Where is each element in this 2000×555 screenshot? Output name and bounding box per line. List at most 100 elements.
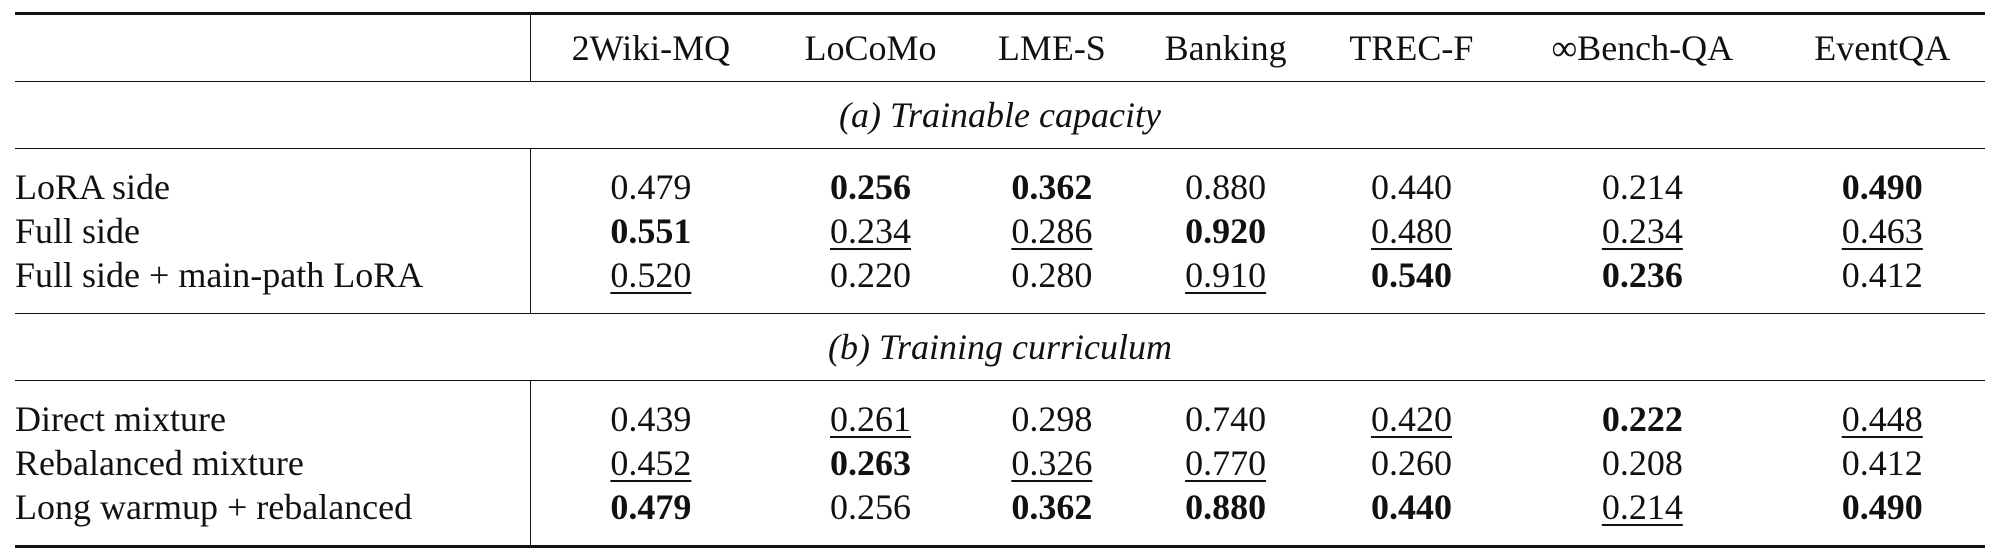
spacer-cell [531,381,1986,398]
value-cell: 0.261 [771,397,970,441]
spacer-cell [531,297,1986,314]
spacer-label-cell [15,148,531,165]
col-header-trec-f: TREC-F [1349,28,1474,68]
value-cell: 0.880 [1133,485,1317,529]
cell-value: 0.362 [1011,487,1093,527]
value-cell: 0.440 [1318,485,1505,529]
cell-value: 0.263 [830,443,912,483]
section-title: (a) Trainable capacity [839,95,1161,135]
value-cell: 0.540 [1318,253,1505,297]
spacer-label-cell [15,529,531,547]
cell-value: 0.479 [610,487,692,527]
value-cell: 0.910 [1133,253,1317,297]
value-cell: 0.208 [1505,441,1779,485]
value-cell: 0.234 [771,209,970,253]
value-cell: 0.479 [531,485,771,529]
table-header-row: 2Wiki-MQ LoCoMo LME-S Banking TREC-F ∞Be… [15,13,1985,82]
cell-value: 0.452 [610,443,692,483]
cell-value: 0.286 [1011,211,1093,251]
cell-value: 0.214 [1601,487,1683,527]
value-cell: 0.490 [1780,485,1985,529]
cell-value: 0.439 [610,399,692,439]
value-cell: 0.263 [771,441,970,485]
ablation-results-table: 2Wiki-MQ LoCoMo LME-S Banking TREC-F ∞Be… [15,12,1985,548]
cell-value: 0.880 [1185,487,1267,527]
cell-value: 0.479 [610,167,692,207]
section-spacer [15,148,1985,165]
value-cell: 0.420 [1318,397,1505,441]
cell-value: 0.490 [1841,487,1923,527]
spacer-label-cell [15,297,531,314]
col-header-lme-s: LME-S [997,28,1106,68]
col-header-banking: Banking [1164,28,1287,68]
cell-value: 0.420 [1370,399,1452,439]
spacer-label-cell [15,380,531,397]
value-cell: 0.214 [1505,165,1779,209]
col-header-locomo: LoCoMo [804,28,937,68]
value-cell: 0.286 [970,209,1133,253]
value-cell: 0.234 [1505,209,1779,253]
col-header-eventqa: EventQA [1814,28,1951,68]
table-row: Rebalanced mixture 0.452 0.263 0.326 0.7… [15,441,1985,485]
cell-value: 0.770 [1185,443,1267,483]
table-row: LoRA side 0.479 0.256 0.362 0.880 0.440 … [15,165,1985,209]
value-cell: 0.440 [1318,165,1505,209]
row-label: LoRA side [15,165,531,209]
cell-value: 0.362 [1011,167,1093,207]
cell-value: 0.208 [1601,443,1683,483]
row-label: Full side [15,209,531,253]
cell-value: 0.412 [1841,255,1923,295]
cell-value: 0.440 [1370,167,1452,207]
value-cell: 0.463 [1780,209,1985,253]
value-cell: 0.256 [771,165,970,209]
cell-value: 0.234 [1601,211,1683,251]
value-cell: 0.220 [771,253,970,297]
value-cell: 0.280 [970,253,1133,297]
row-label: Direct mixture [15,397,531,441]
value-cell: 0.298 [970,397,1133,441]
value-cell: 0.362 [970,165,1133,209]
row-label: Full side + main-path LoRA [15,253,531,297]
value-cell: 0.740 [1133,397,1317,441]
header-empty-cell [15,13,531,82]
value-cell: 0.222 [1505,397,1779,441]
cell-value: 0.220 [830,255,912,295]
cell-value: 0.520 [610,255,692,295]
section-title: (b) Training curriculum [827,327,1172,367]
value-cell: 0.326 [970,441,1133,485]
value-cell: 0.448 [1780,397,1985,441]
cell-value: 0.440 [1370,487,1452,527]
cell-value: 0.326 [1011,443,1093,483]
cell-value: 0.261 [830,399,912,439]
table-row: Full side + main-path LoRA 0.520 0.220 0… [15,253,1985,297]
value-cell: 0.412 [1780,441,1985,485]
table-row: Long warmup + rebalanced 0.479 0.256 0.3… [15,485,1985,529]
cell-value: 0.222 [1601,399,1683,439]
cell-value: 0.480 [1370,211,1452,251]
value-cell: 0.480 [1318,209,1505,253]
row-label: Rebalanced mixture [15,441,531,485]
value-cell: 0.214 [1505,485,1779,529]
cell-value: 0.880 [1185,167,1267,207]
col-header-infbench-qa: ∞Bench-QA [1551,28,1734,68]
col-header-2wiki-mq: 2Wiki-MQ [571,28,731,68]
cell-value: 0.256 [830,487,912,527]
cell-value: 0.256 [830,167,912,207]
cell-value: 0.448 [1841,399,1923,439]
cell-value: 0.551 [610,211,692,251]
cell-value: 0.463 [1841,211,1923,251]
value-cell: 0.236 [1505,253,1779,297]
cell-value: 0.910 [1185,255,1267,295]
value-cell: 0.479 [531,165,771,209]
value-cell: 0.490 [1780,165,1985,209]
value-cell: 0.256 [771,485,970,529]
cell-value: 0.740 [1185,399,1267,439]
section-spacer [15,529,1985,547]
cell-value: 0.236 [1601,255,1683,295]
value-cell: 0.770 [1133,441,1317,485]
cell-value: 0.920 [1185,211,1267,251]
row-label: Long warmup + rebalanced [15,485,531,529]
value-cell: 0.260 [1318,441,1505,485]
cell-value: 0.214 [1601,167,1683,207]
